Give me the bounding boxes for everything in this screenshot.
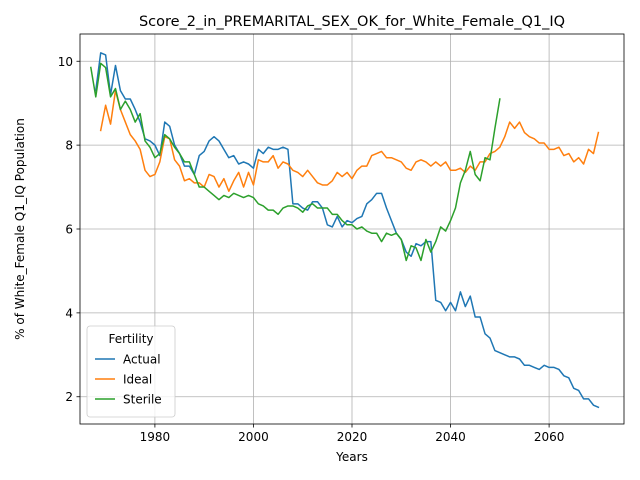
- y-tick-label: 8: [65, 139, 73, 153]
- y-tick-label: 6: [65, 223, 73, 237]
- legend-label-ideal: Ideal: [123, 373, 152, 387]
- legend-entries: Actual Ideal Sterile: [95, 353, 162, 407]
- legend: Fertility Actual Ideal Sterile: [86, 325, 176, 418]
- y-tick-label: 10: [58, 55, 73, 69]
- y-axis-label: % of White_Female Q1_IQ Population: [13, 118, 27, 340]
- y-tick-label: 2: [65, 390, 73, 404]
- series-layer: [89, 52, 600, 409]
- series-line-sterile: [89, 62, 501, 262]
- y-axis-ticks: 2 4 6 8 10: [58, 55, 80, 404]
- legend-title: Fertility: [108, 332, 153, 346]
- legend-box: [86, 325, 176, 418]
- x-axis-ticks: 1980 2000 2020 2040 2060: [140, 424, 565, 444]
- legend-label-actual: Actual: [123, 353, 161, 367]
- y-tick-label: 4: [65, 306, 73, 320]
- legend-label-sterile: Sterile: [123, 393, 162, 407]
- chart-title: Score_2_in_PREMARITAL_SEX_OK_for_White_F…: [139, 14, 565, 30]
- x-tick-label: 2040: [435, 430, 466, 444]
- x-tick-label: 2000: [238, 430, 269, 444]
- x-tick-label: 1980: [140, 430, 171, 444]
- series-line-ideal: [99, 89, 600, 193]
- x-tick-label: 2020: [337, 430, 368, 444]
- x-tick-label: 2060: [534, 430, 565, 444]
- x-axis-label: Years: [335, 450, 368, 464]
